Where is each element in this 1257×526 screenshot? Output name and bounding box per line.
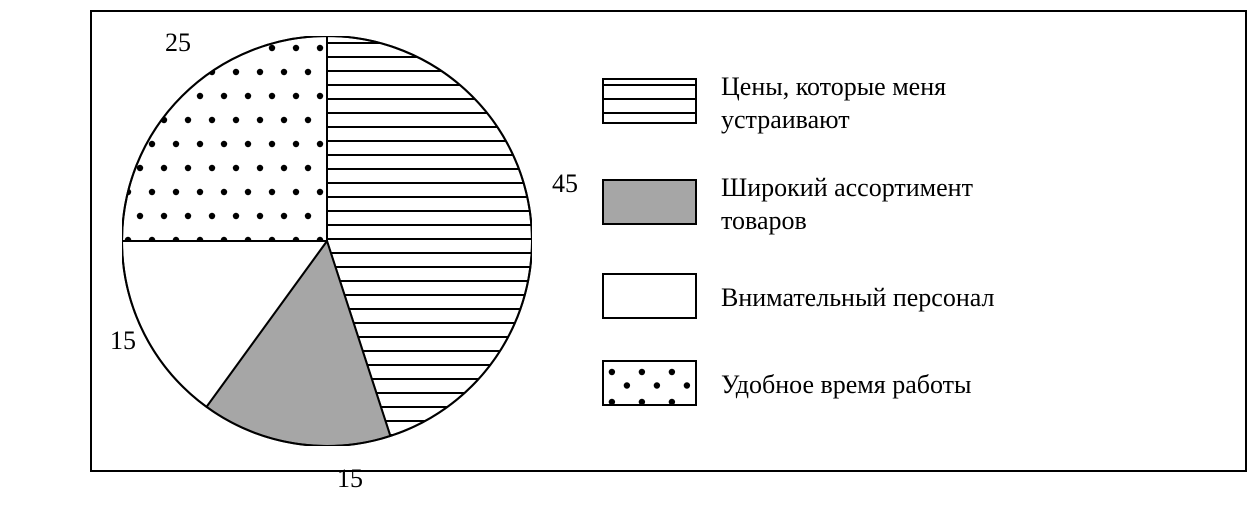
legend-swatch xyxy=(602,273,697,324)
pie-chart-area: 45151525 xyxy=(122,36,532,446)
legend-label: Внимательный персонал xyxy=(721,282,995,315)
legend-label: Широкий ассортимент товаров xyxy=(721,172,973,237)
figure-border: 45151525 Цены, которые меня устраивают Ши… xyxy=(90,10,1247,472)
legend-label: Удобное время работы xyxy=(721,369,971,402)
slice-value-label: 45 xyxy=(552,169,578,199)
pie-slice xyxy=(122,36,327,241)
slice-value-label: 25 xyxy=(165,28,191,58)
slice-value-label: 15 xyxy=(110,326,136,356)
legend-row: Широкий ассортимент товаров xyxy=(602,172,995,237)
legend-swatch xyxy=(602,179,697,230)
legend-swatch xyxy=(602,360,697,411)
legend-row: Внимательный персонал xyxy=(602,273,995,324)
legend-row: Цены, которые меня устраивают xyxy=(602,71,995,136)
legend-label: Цены, которые меня устраивают xyxy=(721,71,946,136)
legend-row: Удобное время работы xyxy=(602,360,995,411)
legend: Цены, которые меня устраивают Широкий асс… xyxy=(602,71,995,411)
pie-chart xyxy=(122,36,532,446)
slice-value-label: 15 xyxy=(337,464,363,494)
figure-wrap: 45151525 Цены, которые меня устраивают Ши… xyxy=(92,12,1245,470)
legend-swatch xyxy=(602,78,697,129)
